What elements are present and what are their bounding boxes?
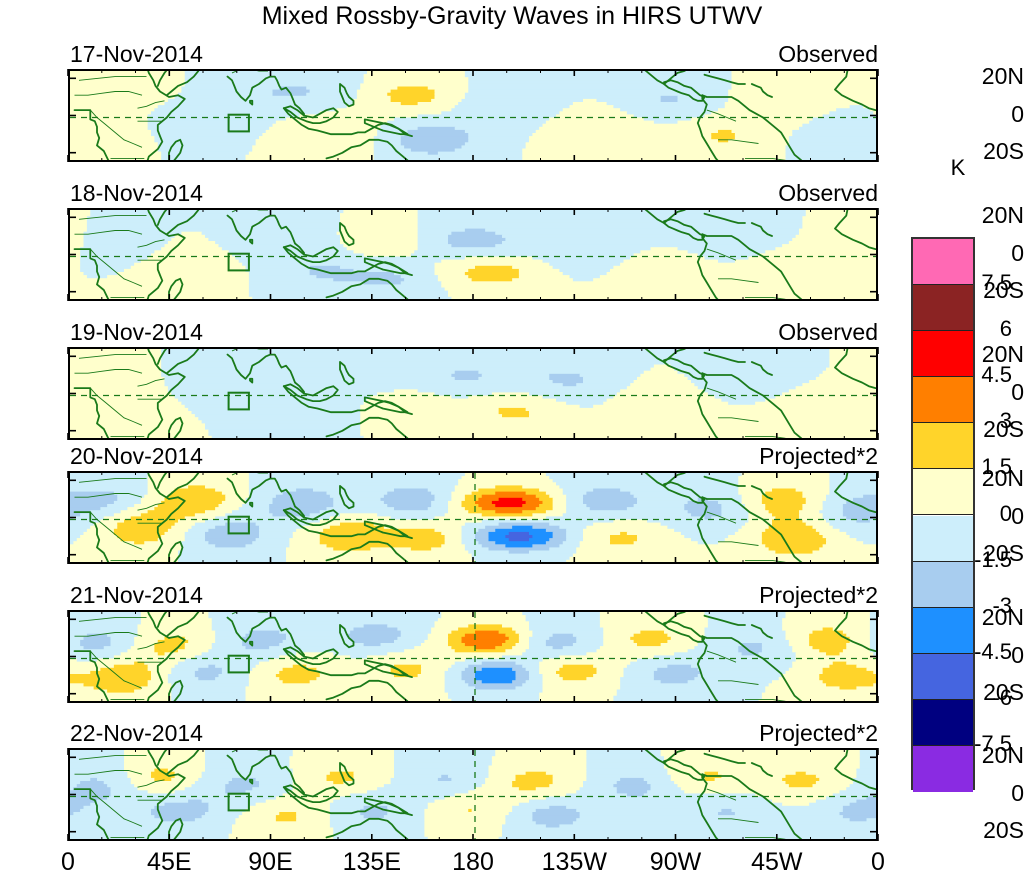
panel-date-label: 17-Nov-2014 — [70, 41, 203, 67]
y-tick-label: 20N — [981, 604, 1024, 631]
field-raster — [70, 750, 876, 839]
region-box-marker — [227, 252, 250, 272]
colorbar-tick-label: 1.5 — [981, 454, 1012, 480]
map-canvas — [68, 748, 878, 841]
region-box-marker — [227, 515, 250, 535]
y-tick-label: 20N — [981, 742, 1024, 769]
page-title: Mixed Rossby-Gravity Waves in HIRS UTWV — [261, 2, 763, 30]
panel-date-label: 22-Nov-2014 — [70, 720, 203, 746]
panel-date-label: 18-Nov-2014 — [70, 180, 203, 206]
colorbar-tick-label: 6 — [999, 316, 1012, 342]
panel-kind-label: Projected*2 — [759, 582, 878, 608]
map-canvas — [68, 347, 878, 440]
map-panel-3: 19-Nov-2014 Observed — [67, 319, 879, 440]
x-tick-label: 135E — [342, 848, 401, 876]
y-tick-label: 20N — [981, 341, 1024, 368]
y-tick-label: 0 — [1011, 378, 1024, 405]
panel-kind-label: Observed — [778, 180, 878, 206]
map-canvas — [68, 471, 878, 564]
field-raster — [70, 210, 876, 299]
map-canvas — [68, 208, 878, 301]
y-tick-label: 20S — [983, 137, 1024, 164]
y-tick-label: 20N — [981, 465, 1024, 492]
y-tick-label: 20S — [983, 539, 1024, 566]
colorbar-band — [913, 423, 973, 470]
map-panel-5: 21-Nov-2014 Projected*2 — [67, 582, 879, 703]
y-tick-label: 0 — [1011, 239, 1024, 266]
colorbar-tick-label: -1.5 — [974, 546, 1012, 572]
colorbar-band — [913, 607, 973, 654]
colorbar-band — [913, 745, 973, 792]
map-canvas — [68, 69, 878, 162]
region-box-marker — [227, 792, 250, 812]
colorbar-band — [913, 561, 973, 608]
x-tick-label: 45E — [147, 848, 192, 876]
colorbar-band — [913, 515, 973, 562]
field-raster — [70, 473, 876, 562]
colorbar-band — [913, 377, 973, 424]
y-tick-label: 0 — [1011, 100, 1024, 127]
coastlines — [73, 750, 876, 839]
colorbar-band — [913, 285, 973, 332]
colorbar-tick-label: -4.5 — [974, 638, 1012, 664]
y-tick-label: 20N — [981, 202, 1024, 229]
x-tick-label: 180 — [452, 848, 494, 876]
x-axis: 0 45E 90E 135E 180 135W 90W 45W 0 — [61, 848, 885, 882]
panel-date-label: 21-Nov-2014 — [70, 582, 203, 608]
coastlines — [73, 612, 876, 701]
colorbar-tick-label: -6 — [992, 684, 1012, 710]
map-panel-2: 18-Nov-2014 Observed — [67, 180, 879, 301]
y-tick-label: 20N — [981, 63, 1024, 90]
colorbar-band — [913, 331, 973, 378]
panel-kind-label: Observed — [778, 319, 878, 345]
colorbar-band — [913, 469, 973, 516]
colorbar-tick-label: 7.5 — [981, 270, 1012, 296]
colorbar-tick-label: 0 — [999, 500, 1012, 526]
panel-kind-label: Observed — [778, 41, 878, 67]
coastlines — [73, 473, 876, 562]
panel-kind-label: Projected*2 — [759, 443, 878, 469]
colorbar-tick-label: 4.5 — [981, 362, 1012, 388]
colorbar-tick-labels: 7.5 6 4.5 3 1.5 0 -1.5 -3 -4.5 -6 -7.5 — [974, 237, 1024, 790]
map-panel-4: 20-Nov-2014 Projected*2 — [67, 443, 879, 564]
x-tick-label: 45W — [751, 848, 803, 876]
x-tick-label: 0 — [61, 848, 75, 876]
y-tick-label: 0 — [1011, 641, 1024, 668]
y-tick-label: 20S — [983, 816, 1024, 843]
coastlines — [73, 210, 876, 299]
region-box-marker — [227, 654, 250, 674]
panel-date-label: 20-Nov-2014 — [70, 443, 203, 469]
map-panel-1: 17-Nov-2014 Observed — [67, 41, 879, 162]
colorbar[interactable] — [911, 237, 975, 792]
x-tick-label: 0 — [871, 848, 885, 876]
map-canvas — [68, 610, 878, 703]
coastlines — [73, 349, 876, 438]
y-tick-label: 20S — [983, 415, 1024, 442]
colorbar-band — [913, 699, 973, 746]
colorbar-tick-label: -7.5 — [974, 730, 1012, 756]
map-panel-6: 22-Nov-2014 Projected*2 — [67, 720, 879, 841]
field-raster — [70, 612, 876, 701]
colorbar-band — [913, 239, 973, 286]
coastlines — [73, 71, 876, 160]
colorbar-tick-label: -3 — [992, 592, 1012, 618]
x-tick-label: 90E — [248, 848, 293, 876]
region-box-marker — [227, 391, 250, 411]
x-tick-label: 90W — [649, 848, 702, 876]
field-raster — [70, 71, 876, 160]
colorbar-band — [913, 653, 973, 700]
x-tick-label: 135W — [541, 848, 607, 876]
colorbar-unit-label: K — [950, 155, 966, 180]
panel-date-label: 19-Nov-2014 — [70, 319, 203, 345]
colorbar-tick-label: 3 — [999, 408, 1012, 434]
panel-kind-label: Projected*2 — [759, 720, 878, 746]
field-raster — [70, 349, 876, 438]
y-tick-label: 0 — [1011, 779, 1024, 806]
country-borders — [74, 473, 786, 562]
y-tick-label: 20S — [983, 276, 1024, 303]
y-tick-label: 20S — [983, 678, 1024, 705]
y-tick-label: 0 — [1011, 502, 1024, 529]
region-box-marker — [227, 113, 250, 133]
